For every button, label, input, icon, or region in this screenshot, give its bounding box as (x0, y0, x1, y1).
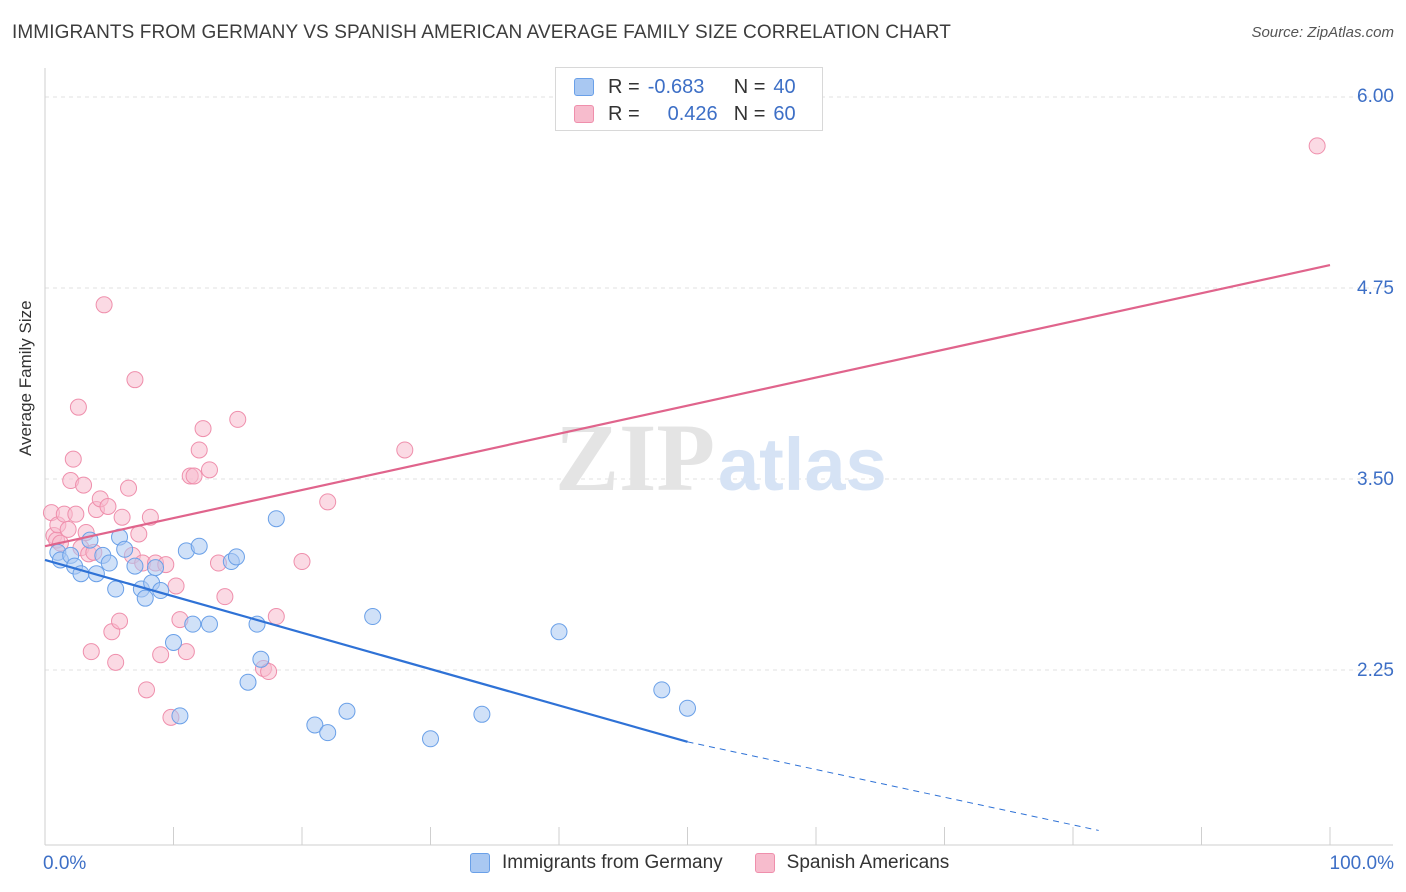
data-point (473, 705, 491, 723)
legend-item-spanish[interactable]: Spanish Americans (754, 852, 950, 874)
x-tick-label-min: 0.0% (43, 853, 87, 874)
data-point (177, 643, 195, 661)
data-point (190, 537, 208, 555)
stats-row-germany: R = -0.683 N = 40 (574, 75, 796, 99)
data-point (319, 724, 337, 742)
blue-swatch (470, 853, 490, 873)
data-point (252, 650, 270, 668)
data-point (1308, 137, 1326, 155)
data-point (229, 410, 247, 428)
trend-lines (44, 264, 1331, 831)
axes (44, 68, 1393, 846)
data-point (113, 508, 131, 526)
data-point (194, 420, 212, 438)
data-point (136, 589, 154, 607)
stats-row-spanish: R = 0.426 N = 60 (574, 102, 796, 126)
data-point (126, 371, 144, 389)
data-point (107, 653, 125, 671)
y-tick-label: 4.75 (1357, 278, 1394, 299)
data-point (95, 296, 113, 314)
data-point (64, 450, 82, 468)
data-point (99, 498, 117, 516)
data-point (120, 479, 138, 497)
legend-label: Spanish Americans (786, 852, 950, 873)
data-point (75, 476, 93, 494)
data-point (190, 441, 208, 459)
data-point (216, 588, 234, 606)
data-point (100, 554, 118, 572)
y-axis-label: Average Family Size (16, 300, 35, 456)
data-point (239, 673, 257, 691)
data-point (67, 505, 85, 523)
watermark-zip: ZIP (555, 404, 715, 511)
data-point (69, 398, 87, 416)
data-point (116, 540, 134, 558)
trend-line-germany-extension (687, 741, 1099, 831)
data-point (200, 461, 218, 479)
y-tick-label: 6.00 (1357, 86, 1394, 107)
data-point (185, 467, 203, 485)
data-point (147, 559, 165, 577)
data-point (200, 615, 218, 633)
data-point (167, 577, 185, 595)
watermark-atlas: atlas (718, 423, 887, 506)
legend-item-germany[interactable]: Immigrants from Germany (470, 852, 723, 874)
data-point (396, 441, 414, 459)
data-point (293, 553, 311, 571)
data-point (319, 493, 337, 511)
data-point (364, 608, 382, 626)
data-point (171, 707, 189, 725)
n-label: N = (733, 102, 766, 125)
trend-line-germany (44, 558, 688, 743)
series-spanish-americans (42, 137, 1326, 726)
pink-swatch (574, 105, 594, 123)
data-point (107, 580, 125, 598)
grid-lines (45, 96, 1393, 671)
x-tick-label-max: 100.0% (1329, 853, 1394, 874)
data-point (59, 520, 77, 538)
data-point (267, 608, 285, 626)
data-point (111, 612, 129, 630)
data-point (184, 615, 202, 633)
legend-label: Immigrants from Germany (502, 852, 723, 873)
series-legend: Immigrants from Germany Spanish American… (470, 852, 981, 874)
data-point (338, 702, 356, 720)
data-point (126, 557, 144, 575)
data-point (267, 510, 285, 528)
chart-title: IMMIGRANTS FROM GERMANY VS SPANISH AMERI… (12, 22, 951, 43)
n-value: 60 (773, 102, 796, 125)
trend-line-spanish (44, 264, 1331, 548)
r-label: R = (608, 75, 640, 98)
data-point (550, 623, 568, 641)
data-point (227, 548, 245, 566)
data-point (138, 681, 156, 699)
data-point (306, 716, 324, 734)
data-point (422, 730, 439, 748)
r-value: -0.683 (647, 75, 705, 98)
series-immigrants-from-germany (49, 510, 696, 748)
stats-legend: R = -0.683 N = 40 R = 0.426 N = 60 (555, 67, 823, 131)
data-point (152, 646, 170, 664)
data-point (260, 663, 278, 681)
r-value: 0.426 (667, 102, 718, 125)
r-label: R = (608, 102, 640, 125)
data-point (679, 699, 696, 717)
n-value: 40 (773, 75, 796, 98)
n-label: N = (733, 75, 766, 98)
pink-swatch (754, 853, 775, 873)
blue-swatch (574, 78, 594, 96)
data-point (82, 643, 100, 661)
data-point (165, 633, 182, 651)
y-tick-label: 3.50 (1357, 469, 1394, 490)
y-tick-label: 2.25 (1357, 660, 1394, 681)
data-point (130, 525, 148, 543)
source-label: Source: ZipAtlas.com (1251, 24, 1394, 41)
data-point (653, 681, 671, 699)
